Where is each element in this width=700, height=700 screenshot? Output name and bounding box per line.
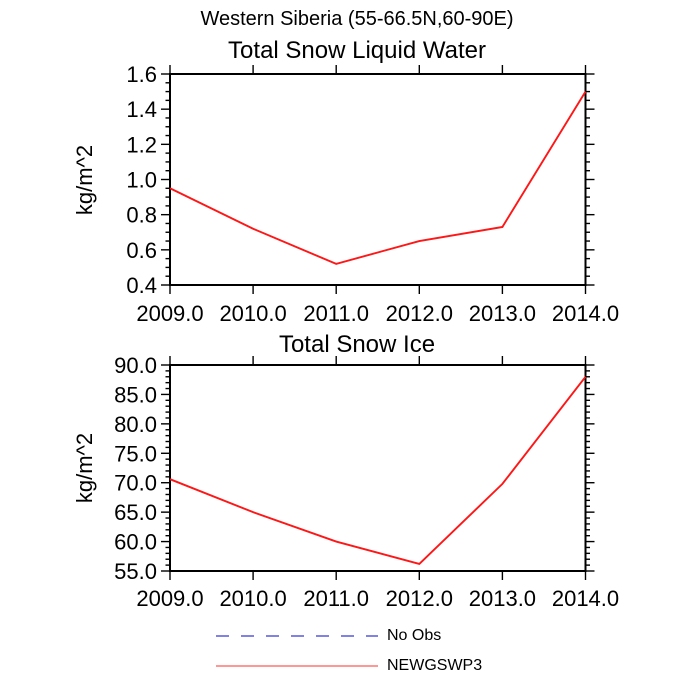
legend-label-newgswp3: NEWGSWP3 (387, 657, 483, 674)
x-tick-label: 2011.0 (303, 586, 369, 611)
x-tick-label: 2011.0 (303, 301, 369, 326)
x-tick-label: 2012.0 (386, 301, 453, 326)
y-tick-label: 55.0 (114, 559, 157, 584)
x-tick-label: 2009.0 (136, 301, 203, 326)
y-tick-label: 75.0 (114, 441, 157, 466)
plot-frame (169, 364, 587, 572)
x-tick-label: 2010.0 (219, 586, 286, 611)
x-tick-label: 2009.0 (136, 586, 203, 611)
y-tick-label: 80.0 (114, 412, 157, 437)
x-tick-label: 2013.0 (469, 586, 536, 611)
series-line-newgswp3 (169, 91, 587, 265)
y-tick-label: 1.4 (126, 97, 157, 122)
chart1-title: Total Snow Liquid Water (228, 37, 486, 64)
x-tick-label: 2010.0 (219, 301, 286, 326)
series-line-newgswp3 (169, 376, 587, 565)
y-tick-label: 1.2 (126, 132, 157, 157)
legend-line-newgswp3 (216, 665, 378, 667)
x-tick-label: 2013.0 (469, 301, 536, 326)
y-tick-label: 0.4 (126, 273, 157, 298)
x-tick-label: 2012.0 (386, 586, 453, 611)
legend-label-no-obs: No Obs (387, 627, 442, 644)
y-tick-label: 1.6 (126, 62, 157, 87)
y-tick-label: 0.6 (126, 238, 157, 263)
chart2-title: Total Snow Ice (278, 331, 436, 358)
legend-line-no-obs (216, 635, 378, 637)
y-tick-label: 70.0 (114, 471, 157, 496)
y-tick-label: 85.0 (114, 382, 157, 407)
x-tick-label: 2014.0 (552, 586, 619, 611)
y-tick-label: 90.0 (114, 353, 157, 378)
x-tick-label: 2014.0 (552, 301, 619, 326)
y-tick-label: 1.0 (126, 168, 157, 193)
y-tick-label: 65.0 (114, 500, 157, 525)
y-tick-label: 0.8 (126, 203, 157, 228)
main-title: Western Siberia (55-66.5N,60-90E) (200, 8, 514, 30)
y-tick-label: 60.0 (114, 530, 157, 555)
